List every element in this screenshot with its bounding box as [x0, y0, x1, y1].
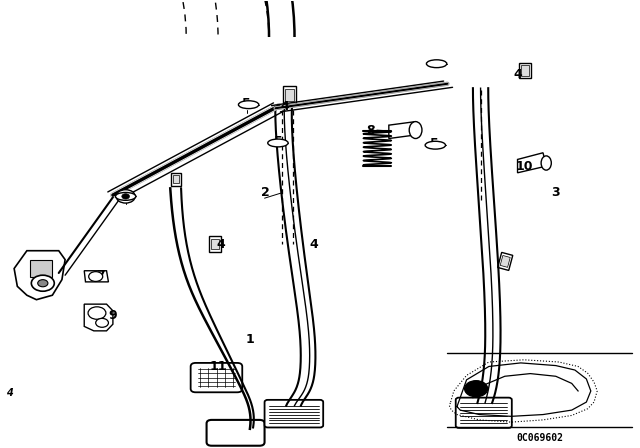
Ellipse shape	[115, 193, 136, 200]
Polygon shape	[84, 271, 108, 282]
Text: 5: 5	[121, 189, 130, 202]
Text: 8: 8	[367, 124, 375, 137]
Ellipse shape	[268, 139, 288, 147]
Circle shape	[96, 319, 108, 327]
FancyBboxPatch shape	[456, 398, 512, 428]
Text: 0C069602: 0C069602	[516, 433, 563, 443]
Circle shape	[465, 381, 488, 397]
Text: 2: 2	[262, 186, 270, 199]
Bar	[173, 176, 179, 184]
Circle shape	[89, 271, 102, 281]
Bar	[285, 89, 294, 101]
Text: 3: 3	[552, 186, 560, 199]
Text: 5: 5	[430, 138, 439, 151]
Bar	[283, 86, 296, 104]
Bar	[498, 252, 513, 271]
Polygon shape	[14, 251, 65, 300]
Text: 7: 7	[96, 269, 104, 282]
Text: 4: 4	[280, 99, 289, 112]
Circle shape	[122, 194, 129, 199]
Text: 4: 4	[309, 237, 318, 250]
Ellipse shape	[409, 121, 422, 138]
Ellipse shape	[239, 101, 259, 108]
Bar	[209, 236, 221, 252]
Text: 11: 11	[209, 360, 227, 373]
Bar	[520, 63, 531, 78]
Polygon shape	[30, 260, 52, 277]
Bar	[522, 65, 529, 76]
Text: 5: 5	[243, 97, 251, 110]
Ellipse shape	[425, 141, 445, 149]
Bar	[211, 239, 219, 249]
Text: 10: 10	[515, 159, 532, 172]
Text: 4: 4	[217, 237, 226, 250]
Bar	[500, 255, 510, 267]
Text: 5: 5	[274, 135, 283, 148]
Circle shape	[88, 307, 106, 319]
FancyBboxPatch shape	[191, 363, 243, 392]
Text: 4: 4	[513, 69, 522, 82]
Text: 4: 4	[6, 388, 12, 398]
Polygon shape	[389, 121, 415, 138]
Circle shape	[31, 275, 54, 291]
Ellipse shape	[426, 60, 447, 68]
Polygon shape	[518, 153, 546, 173]
Ellipse shape	[541, 156, 551, 170]
Bar	[171, 173, 181, 186]
Text: 9: 9	[109, 309, 117, 322]
Circle shape	[116, 190, 135, 203]
FancyBboxPatch shape	[264, 400, 323, 427]
Polygon shape	[84, 304, 113, 331]
Circle shape	[38, 280, 48, 287]
Text: 1: 1	[246, 333, 254, 346]
FancyBboxPatch shape	[207, 420, 264, 446]
